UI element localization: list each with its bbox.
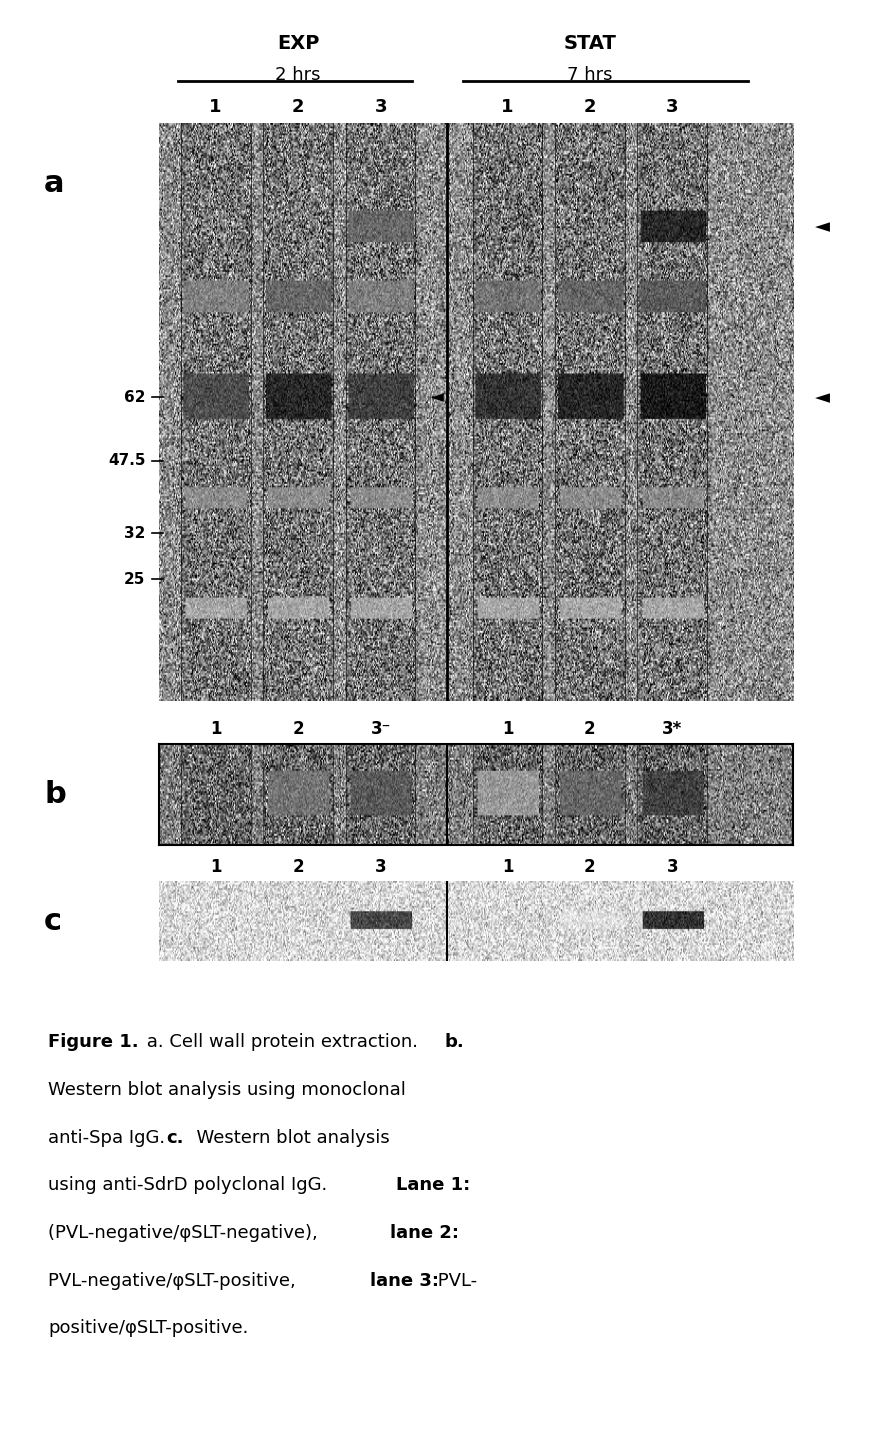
Text: 47.5: 47.5 — [107, 454, 145, 468]
Text: 3⁻: 3⁻ — [370, 721, 391, 738]
Text: c.: c. — [167, 1129, 184, 1146]
Text: 3: 3 — [374, 858, 387, 876]
Text: EXP: EXP — [277, 35, 319, 53]
Text: ◄: ◄ — [815, 387, 830, 407]
Text: 3: 3 — [667, 858, 678, 876]
Text: lane 3:: lane 3: — [370, 1272, 439, 1289]
Text: 2: 2 — [292, 98, 304, 116]
Text: 62: 62 — [124, 390, 145, 405]
Text: ◄: ◄ — [815, 217, 830, 237]
Text: (PVL-negative/φSLT-negative),: (PVL-negative/φSLT-negative), — [48, 1224, 324, 1241]
Text: 7 hrs: 7 hrs — [567, 66, 612, 84]
Text: 1: 1 — [501, 858, 514, 876]
Text: b.: b. — [445, 1033, 464, 1051]
Text: 2: 2 — [584, 98, 596, 116]
Text: PVL-: PVL- — [432, 1272, 477, 1289]
Text: 32: 32 — [124, 526, 145, 540]
Text: c: c — [44, 906, 62, 936]
Text: ◄: ◄ — [432, 389, 444, 406]
Text: 1: 1 — [501, 721, 514, 738]
Text: 1: 1 — [501, 98, 514, 116]
Text: 2: 2 — [292, 858, 304, 876]
Text: b: b — [44, 780, 66, 809]
Text: 2: 2 — [584, 721, 596, 738]
Text: PVL-negative/φSLT-positive,: PVL-negative/φSLT-positive, — [48, 1272, 302, 1289]
Text: 1: 1 — [210, 721, 221, 738]
Text: 2 hrs: 2 hrs — [276, 66, 321, 84]
Text: 25: 25 — [124, 572, 145, 587]
Text: 1: 1 — [210, 98, 222, 116]
Text: 2: 2 — [292, 721, 304, 738]
Text: 3: 3 — [374, 98, 387, 116]
Text: Lane 1:: Lane 1: — [396, 1176, 470, 1194]
Text: 3*: 3* — [663, 721, 683, 738]
Text: 2: 2 — [584, 858, 596, 876]
Text: a: a — [44, 169, 64, 198]
Text: anti-Spa IgG.: anti-Spa IgG. — [48, 1129, 177, 1146]
Text: lane 2:: lane 2: — [390, 1224, 459, 1241]
Text: a. Cell wall protein extraction.: a. Cell wall protein extraction. — [141, 1033, 424, 1051]
Text: using anti-SdrD polyclonal IgG.: using anti-SdrD polyclonal IgG. — [48, 1176, 339, 1194]
Text: Figure 1.: Figure 1. — [48, 1033, 139, 1051]
Text: positive/φSLT-positive.: positive/φSLT-positive. — [48, 1319, 248, 1337]
Text: 3: 3 — [666, 98, 678, 116]
Text: Western blot analysis using monoclonal: Western blot analysis using monoclonal — [48, 1081, 406, 1098]
Text: Western blot analysis: Western blot analysis — [185, 1129, 389, 1146]
Text: STAT: STAT — [564, 35, 617, 53]
Text: 1: 1 — [210, 858, 221, 876]
